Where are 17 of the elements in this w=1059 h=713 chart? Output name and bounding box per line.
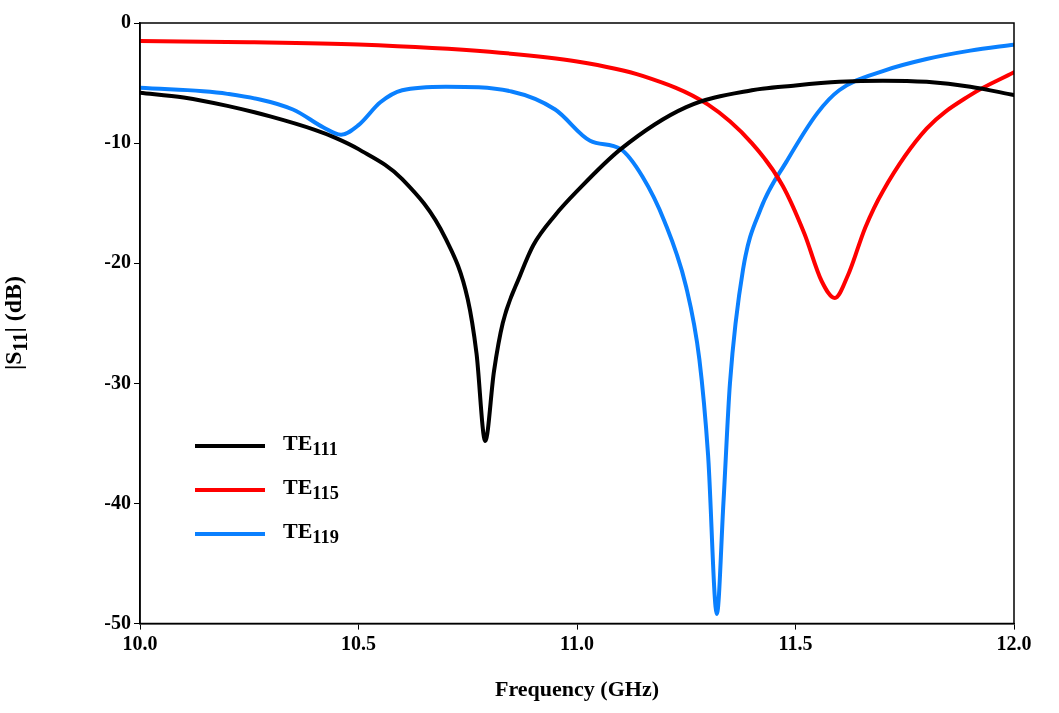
y-tick-label: 0 bbox=[121, 10, 131, 33]
y-tick-label: -30 bbox=[104, 370, 131, 393]
x-tick-label: 11.0 bbox=[560, 631, 594, 654]
line-series bbox=[140, 39, 1014, 301]
x-tick-label: 10.0 bbox=[122, 631, 158, 654]
legend-label: TE$_{111}$ bbox=[283, 430, 338, 461]
y-tick-label: -10 bbox=[104, 130, 131, 153]
y-tick-label: -40 bbox=[104, 490, 131, 513]
x-axis-title: Frequency (GHz) bbox=[495, 676, 659, 702]
x-tick-label: 10.5 bbox=[341, 631, 376, 654]
y-tick-label: -50 bbox=[104, 610, 131, 633]
legend-label: TE$_{119}$ bbox=[283, 518, 339, 549]
legend-label: TE$_{115}$ bbox=[283, 474, 339, 505]
x-tick-label: 12.0 bbox=[996, 631, 1032, 654]
line-series bbox=[140, 42, 1014, 616]
x-tick-label: 11.5 bbox=[778, 631, 813, 654]
y-tick-label: -20 bbox=[104, 250, 131, 273]
